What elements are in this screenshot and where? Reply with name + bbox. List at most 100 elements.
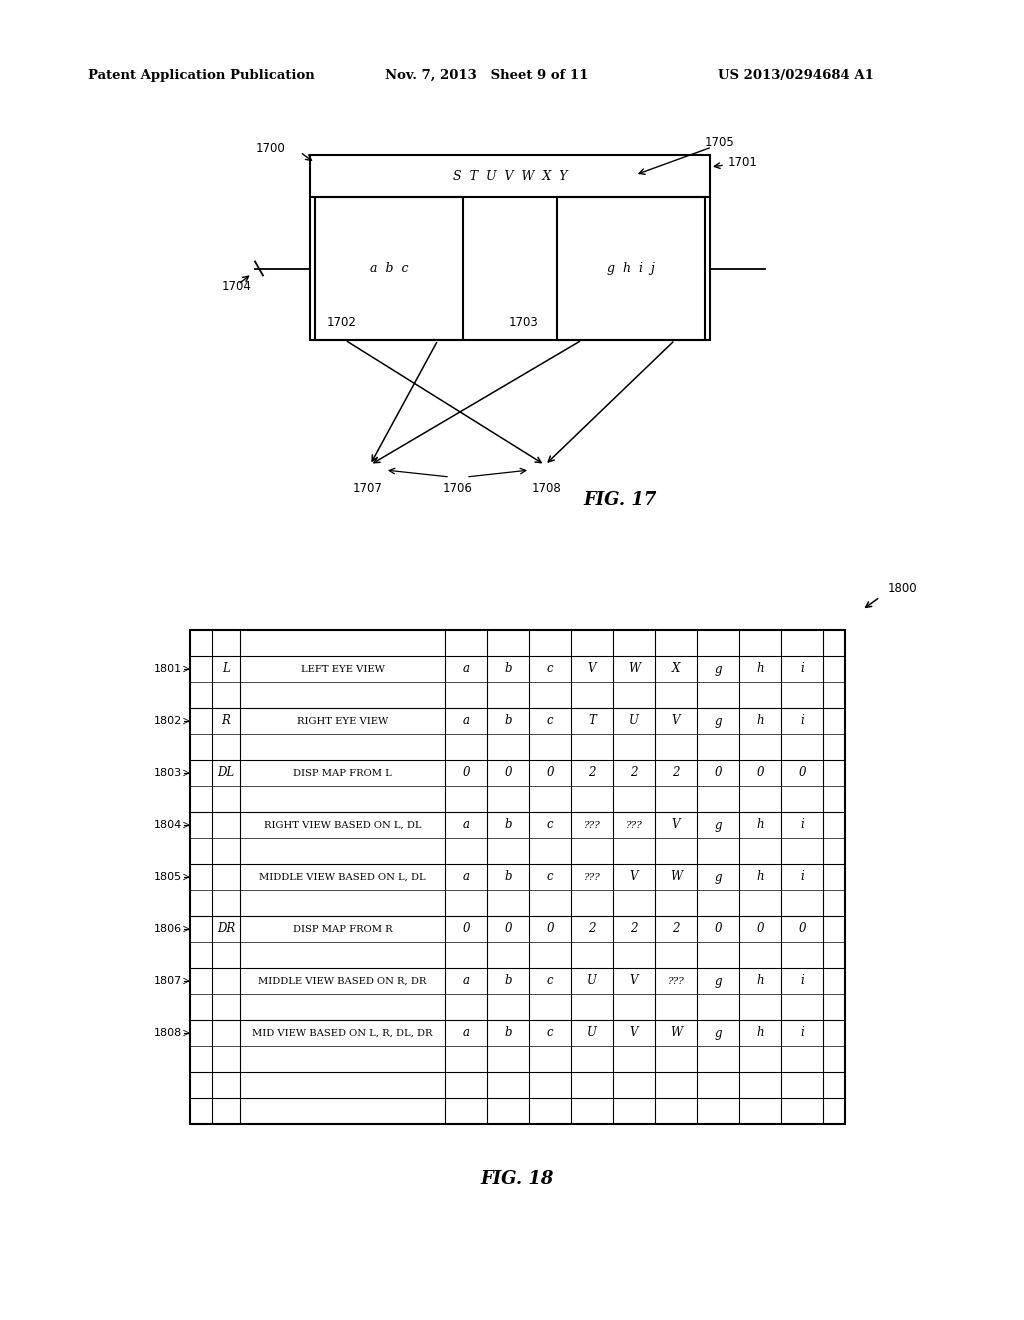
- Text: V: V: [672, 818, 680, 832]
- Text: c: c: [547, 714, 553, 727]
- Text: 1707: 1707: [353, 482, 383, 495]
- Text: 0: 0: [757, 767, 764, 780]
- Text: 1700: 1700: [255, 141, 285, 154]
- Text: Patent Application Publication: Patent Application Publication: [88, 69, 314, 82]
- Text: c: c: [547, 974, 553, 987]
- Text: ???: ???: [668, 977, 684, 986]
- Text: i: i: [800, 818, 804, 832]
- Text: MID VIEW BASED ON L, R, DL, DR: MID VIEW BASED ON L, R, DL, DR: [252, 1028, 433, 1038]
- Text: 0: 0: [799, 923, 806, 936]
- Text: c: c: [547, 663, 553, 676]
- Text: c: c: [547, 870, 553, 883]
- Text: 2: 2: [588, 767, 596, 780]
- Text: 1702: 1702: [327, 315, 357, 329]
- Text: 1800: 1800: [888, 582, 918, 594]
- Text: 1705: 1705: [705, 136, 735, 149]
- Text: a: a: [463, 1027, 469, 1040]
- Text: DISP MAP FROM R: DISP MAP FROM R: [293, 924, 392, 933]
- Text: ???: ???: [584, 873, 600, 882]
- Text: a: a: [463, 870, 469, 883]
- Text: h: h: [756, 714, 764, 727]
- Text: a: a: [463, 974, 469, 987]
- Text: 1801: 1801: [154, 664, 182, 675]
- Text: W: W: [670, 1027, 682, 1040]
- Text: RIGHT VIEW BASED ON L, DL: RIGHT VIEW BASED ON L, DL: [264, 821, 421, 829]
- Text: 0: 0: [504, 767, 512, 780]
- Text: L: L: [222, 663, 229, 676]
- Bar: [557, 197, 705, 341]
- Text: i: i: [800, 1027, 804, 1040]
- Text: b: b: [504, 974, 512, 987]
- Text: V: V: [630, 870, 638, 883]
- Text: T: T: [588, 714, 596, 727]
- Bar: [190, 630, 845, 1125]
- Text: W: W: [628, 663, 640, 676]
- Text: R: R: [221, 714, 230, 727]
- Text: V: V: [630, 1027, 638, 1040]
- Text: g: g: [715, 870, 722, 883]
- Text: c: c: [547, 1027, 553, 1040]
- Text: g: g: [715, 974, 722, 987]
- Text: g: g: [715, 714, 722, 727]
- Text: 1704: 1704: [222, 280, 252, 293]
- Text: i: i: [800, 974, 804, 987]
- Text: 2: 2: [672, 923, 680, 936]
- Text: a  b  c: a b c: [370, 261, 409, 275]
- Text: FIG. 17: FIG. 17: [584, 491, 656, 510]
- Text: US 2013/0294684 A1: US 2013/0294684 A1: [718, 69, 873, 82]
- Text: 0: 0: [757, 923, 764, 936]
- Text: DR: DR: [217, 923, 236, 936]
- Text: a: a: [463, 818, 469, 832]
- Text: V: V: [588, 663, 596, 676]
- Text: Nov. 7, 2013   Sheet 9 of 11: Nov. 7, 2013 Sheet 9 of 11: [385, 69, 589, 82]
- Text: g: g: [715, 663, 722, 676]
- Text: h: h: [756, 1027, 764, 1040]
- Text: 1708: 1708: [532, 482, 562, 495]
- Text: 0: 0: [546, 767, 554, 780]
- Text: 0: 0: [799, 767, 806, 780]
- Bar: [310, 154, 710, 341]
- Text: h: h: [756, 870, 764, 883]
- Text: 0: 0: [715, 767, 722, 780]
- Text: c: c: [547, 818, 553, 832]
- Text: LEFT EYE VIEW: LEFT EYE VIEW: [301, 664, 384, 673]
- Text: a: a: [463, 714, 469, 727]
- Text: DL: DL: [217, 767, 234, 780]
- Text: 2: 2: [630, 767, 638, 780]
- Text: 2: 2: [672, 767, 680, 780]
- Text: ???: ???: [626, 821, 642, 829]
- Text: b: b: [504, 818, 512, 832]
- Text: h: h: [756, 818, 764, 832]
- Text: g: g: [715, 818, 722, 832]
- Text: U: U: [587, 1027, 597, 1040]
- Text: 1805: 1805: [154, 873, 182, 882]
- Text: S  T  U  V  W  X  Y: S T U V W X Y: [453, 169, 567, 182]
- Text: U: U: [587, 974, 597, 987]
- Text: 1706: 1706: [443, 482, 473, 495]
- Text: MIDDLE VIEW BASED ON L, DL: MIDDLE VIEW BASED ON L, DL: [259, 873, 426, 882]
- Text: V: V: [630, 974, 638, 987]
- Text: h: h: [756, 663, 764, 676]
- Text: b: b: [504, 870, 512, 883]
- Text: 0: 0: [462, 767, 470, 780]
- Text: 1806: 1806: [154, 924, 182, 935]
- Text: h: h: [756, 974, 764, 987]
- Text: RIGHT EYE VIEW: RIGHT EYE VIEW: [297, 717, 388, 726]
- Text: i: i: [800, 714, 804, 727]
- Text: i: i: [800, 870, 804, 883]
- Text: b: b: [504, 714, 512, 727]
- Text: V: V: [672, 714, 680, 727]
- Text: 0: 0: [546, 923, 554, 936]
- Text: 1807: 1807: [154, 975, 182, 986]
- Text: X: X: [672, 663, 680, 676]
- Text: U: U: [629, 714, 639, 727]
- Text: g: g: [715, 1027, 722, 1040]
- Text: 1802: 1802: [154, 715, 182, 726]
- Text: b: b: [504, 1027, 512, 1040]
- Text: 0: 0: [715, 923, 722, 936]
- Text: ???: ???: [584, 821, 600, 829]
- Text: a: a: [463, 663, 469, 676]
- Text: 1804: 1804: [154, 820, 182, 830]
- Text: 1808: 1808: [154, 1028, 182, 1038]
- Text: i: i: [800, 663, 804, 676]
